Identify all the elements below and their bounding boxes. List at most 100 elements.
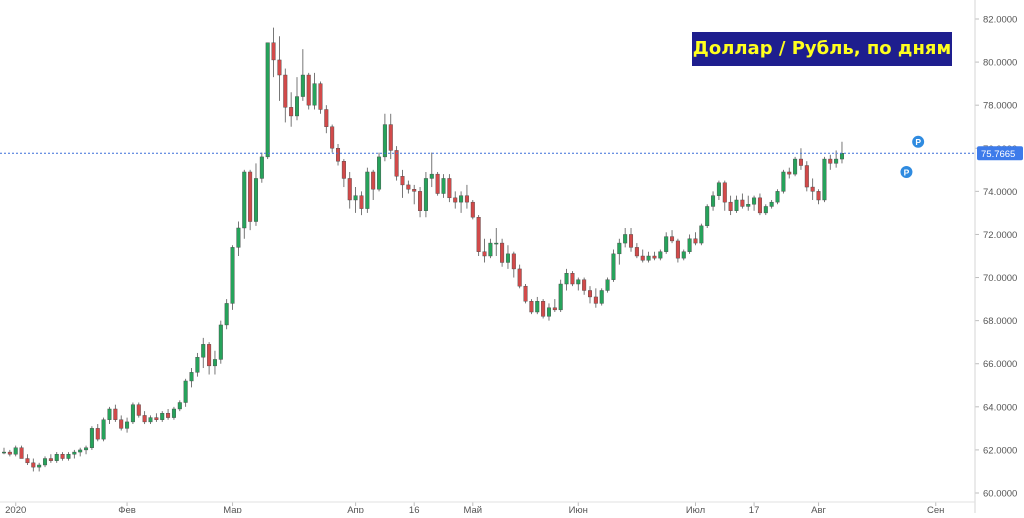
candle-body	[78, 449, 83, 453]
candle-body	[494, 242, 499, 245]
candle-body	[670, 236, 675, 242]
candle-body	[283, 74, 288, 108]
candle-body	[418, 191, 423, 211]
candle-body	[365, 171, 370, 209]
y-tick-label: 64.0000	[983, 402, 1017, 413]
candle-body	[523, 285, 528, 302]
candle-body	[459, 195, 464, 203]
candle-body	[183, 380, 188, 403]
chart-title: Доллар / Рубль, по дням	[692, 32, 952, 66]
candle-body	[828, 158, 833, 164]
candle-body	[611, 253, 616, 280]
candle-body	[189, 372, 194, 382]
candle-body	[769, 201, 774, 207]
candle-body	[535, 301, 540, 313]
candle-body	[60, 454, 65, 459]
candle-body	[289, 107, 294, 117]
candle-body	[312, 83, 317, 106]
candle-body	[558, 283, 563, 311]
candle-body	[7, 451, 12, 455]
candle-body	[546, 307, 551, 317]
candle-body	[476, 217, 481, 252]
candle-body	[529, 301, 534, 313]
current-price-label: 75.7665	[981, 149, 1015, 160]
candle-body	[500, 242, 505, 263]
y-tick-label: 60.0000	[983, 489, 1017, 500]
candle-body	[681, 251, 686, 259]
candle-body	[629, 234, 634, 248]
candle-body	[541, 301, 546, 317]
candle-body	[505, 253, 510, 263]
candle-body	[687, 238, 692, 252]
candle-body	[746, 204, 751, 207]
candle-body	[394, 150, 399, 177]
candle-body	[253, 178, 258, 222]
candle-body	[763, 206, 768, 214]
candle-body	[623, 234, 628, 244]
candle-body	[640, 255, 645, 261]
candle-body	[576, 279, 581, 285]
candle-body	[66, 454, 71, 459]
candle-body	[271, 42, 276, 61]
candle-body	[142, 415, 147, 423]
candle-body	[101, 419, 106, 440]
candle-body	[218, 324, 223, 360]
candle-body	[371, 171, 376, 190]
candle-body	[488, 242, 493, 257]
candle-body	[705, 206, 710, 227]
candle-body	[435, 173, 440, 194]
candle-body	[388, 124, 393, 151]
x-tick-label: Мар	[223, 505, 242, 513]
candle-body	[48, 458, 53, 461]
candle-body	[834, 158, 839, 164]
candle-body	[839, 153, 844, 160]
candle-body	[72, 451, 77, 455]
candle-body	[599, 290, 604, 304]
candle-body	[781, 171, 786, 192]
candle-body	[37, 464, 42, 468]
candle-body	[224, 303, 229, 326]
candle-body	[453, 197, 458, 203]
candle-body	[441, 178, 446, 194]
candle-body	[517, 268, 522, 287]
candle-body	[511, 253, 516, 270]
candle-body	[593, 296, 598, 304]
candle-body	[464, 195, 469, 203]
candle-body	[277, 59, 282, 76]
x-tick-label: Авг	[811, 505, 826, 513]
candle-body	[470, 201, 475, 218]
candle-body	[177, 402, 182, 410]
candle-body	[43, 458, 48, 466]
candle-body	[212, 359, 217, 367]
candle-body	[306, 74, 311, 106]
x-tick-label: Июн	[569, 505, 588, 513]
candle-body	[588, 290, 593, 298]
candle-body	[341, 160, 346, 179]
candle-body	[31, 462, 36, 468]
candle-body	[711, 195, 716, 207]
candle-body	[154, 417, 159, 420]
candle-body	[447, 178, 452, 199]
candle-body	[347, 178, 352, 201]
candle-body	[804, 165, 809, 188]
x-tick-label: 17	[749, 505, 760, 513]
candle-body	[25, 458, 30, 464]
candle-body	[775, 191, 780, 203]
event-marker	[899, 164, 914, 179]
candle-body	[816, 191, 821, 201]
candle-body	[810, 186, 815, 192]
candle-body	[336, 148, 341, 162]
candle-body	[377, 156, 382, 190]
y-tick-label: 74.0000	[983, 187, 1017, 198]
candle-body	[412, 189, 417, 192]
candle-body	[716, 182, 721, 196]
current-price-badge	[977, 146, 1023, 161]
candle-body	[423, 178, 428, 211]
candle-body	[482, 251, 487, 257]
candle-body	[617, 242, 622, 255]
candle-body	[798, 158, 803, 166]
candle-body	[752, 197, 757, 205]
candle-body	[605, 279, 610, 291]
candle-body	[728, 201, 733, 211]
candle-body	[658, 251, 663, 259]
